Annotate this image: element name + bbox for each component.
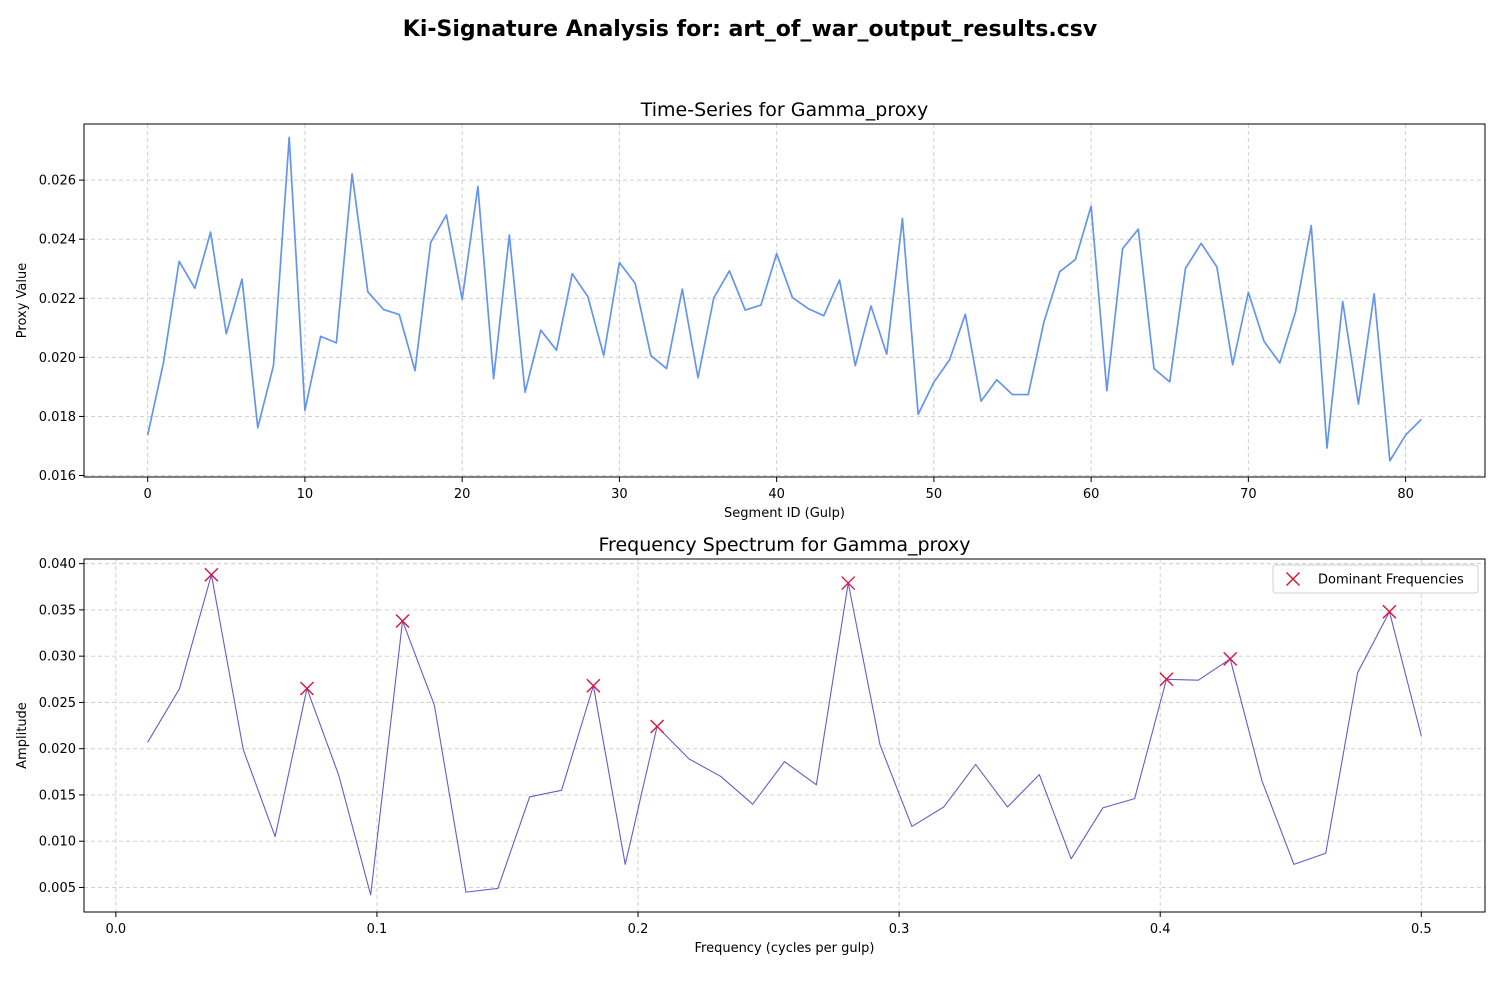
x-tick-label: 70 xyxy=(1240,487,1257,502)
x-axis-label: Segment ID (Gulp) xyxy=(724,506,845,521)
y-tick-label: 0.030 xyxy=(39,650,76,665)
y-tick-label: 0.016 xyxy=(39,469,76,484)
y-tick-label: 0.010 xyxy=(39,835,76,850)
x-axis-label: Frequency (cycles per gulp) xyxy=(694,941,874,956)
plot-frame xyxy=(83,123,1486,478)
x-tick-label: 20 xyxy=(454,487,471,502)
dominant-frequency-marker xyxy=(395,613,410,628)
x-tick-label: 30 xyxy=(611,487,628,502)
chart-title: Frequency Spectrum for Gamma_proxy xyxy=(599,534,971,556)
legend-marker xyxy=(1286,572,1300,586)
y-axis-label: Proxy Value xyxy=(15,263,30,338)
time-series-chart: 0 10 20 30 40 50 60 70 80 0.016 0.018 0.020 0.022 0.0… xyxy=(15,99,1486,521)
legend-label: Dominant Frequencies xyxy=(1318,573,1464,588)
dominant-frequency-marker xyxy=(1223,651,1238,666)
y-tick-label: 0.025 xyxy=(39,696,76,711)
x-tick-label: 0.5 xyxy=(1411,922,1432,937)
dominant-frequency-marker xyxy=(586,678,601,693)
x-tick-label: 0.2 xyxy=(628,922,649,937)
x-tick-label: 60 xyxy=(1083,487,1100,502)
y-tick-label: 0.024 xyxy=(39,233,76,248)
y-tick-label: 0.022 xyxy=(39,292,76,307)
y-tick-label: 0.040 xyxy=(39,557,76,572)
y-tick-label: 0.026 xyxy=(39,174,76,189)
dominant-frequency-marker xyxy=(204,567,219,582)
dominant-frequency-marker xyxy=(1382,604,1397,619)
figure-suptitle: Ki-Signature Analysis for: art_of_war_ou… xyxy=(403,17,1098,42)
dominant-frequency-marker xyxy=(841,576,856,591)
y-axis-label: Amplitude xyxy=(15,702,30,769)
x-tick-label: 40 xyxy=(768,487,785,502)
y-tick-label: 0.015 xyxy=(39,788,76,803)
chart-title: Time-Series for Gamma_proxy xyxy=(640,99,929,121)
legend-box xyxy=(1272,564,1479,594)
x-tick-label: 10 xyxy=(297,487,314,502)
dominant-frequency-marker xyxy=(1159,672,1174,687)
dominant-frequency-marker xyxy=(299,681,314,696)
series-line xyxy=(147,574,1422,896)
y-tick-label: 0.018 xyxy=(39,410,76,425)
x-tick-label: 0.0 xyxy=(106,922,127,937)
y-tick-label: 0.035 xyxy=(39,603,76,618)
x-tick-label: 50 xyxy=(926,487,943,502)
x-tick-label: 0.1 xyxy=(367,922,388,937)
legend: Dominant Frequencies xyxy=(1272,564,1479,594)
y-tick-label: 0.020 xyxy=(39,351,76,366)
x-tick-label: 80 xyxy=(1397,487,1414,502)
dominant-frequency-marker xyxy=(650,719,665,734)
plot-frame xyxy=(83,558,1486,913)
x-tick-label: 0.4 xyxy=(1150,922,1171,937)
x-tick-label: 0 xyxy=(144,487,152,502)
frequency-spectrum-chart: 0.0 0.1 0.2 0.3 0.4 0.5 0.005 0.010 0.015 0.020 0.… xyxy=(15,534,1486,956)
y-tick-label: 0.005 xyxy=(39,881,76,896)
y-tick-label: 0.020 xyxy=(39,742,76,757)
series-line xyxy=(146,136,1422,462)
x-tick-label: 0.3 xyxy=(889,922,910,937)
